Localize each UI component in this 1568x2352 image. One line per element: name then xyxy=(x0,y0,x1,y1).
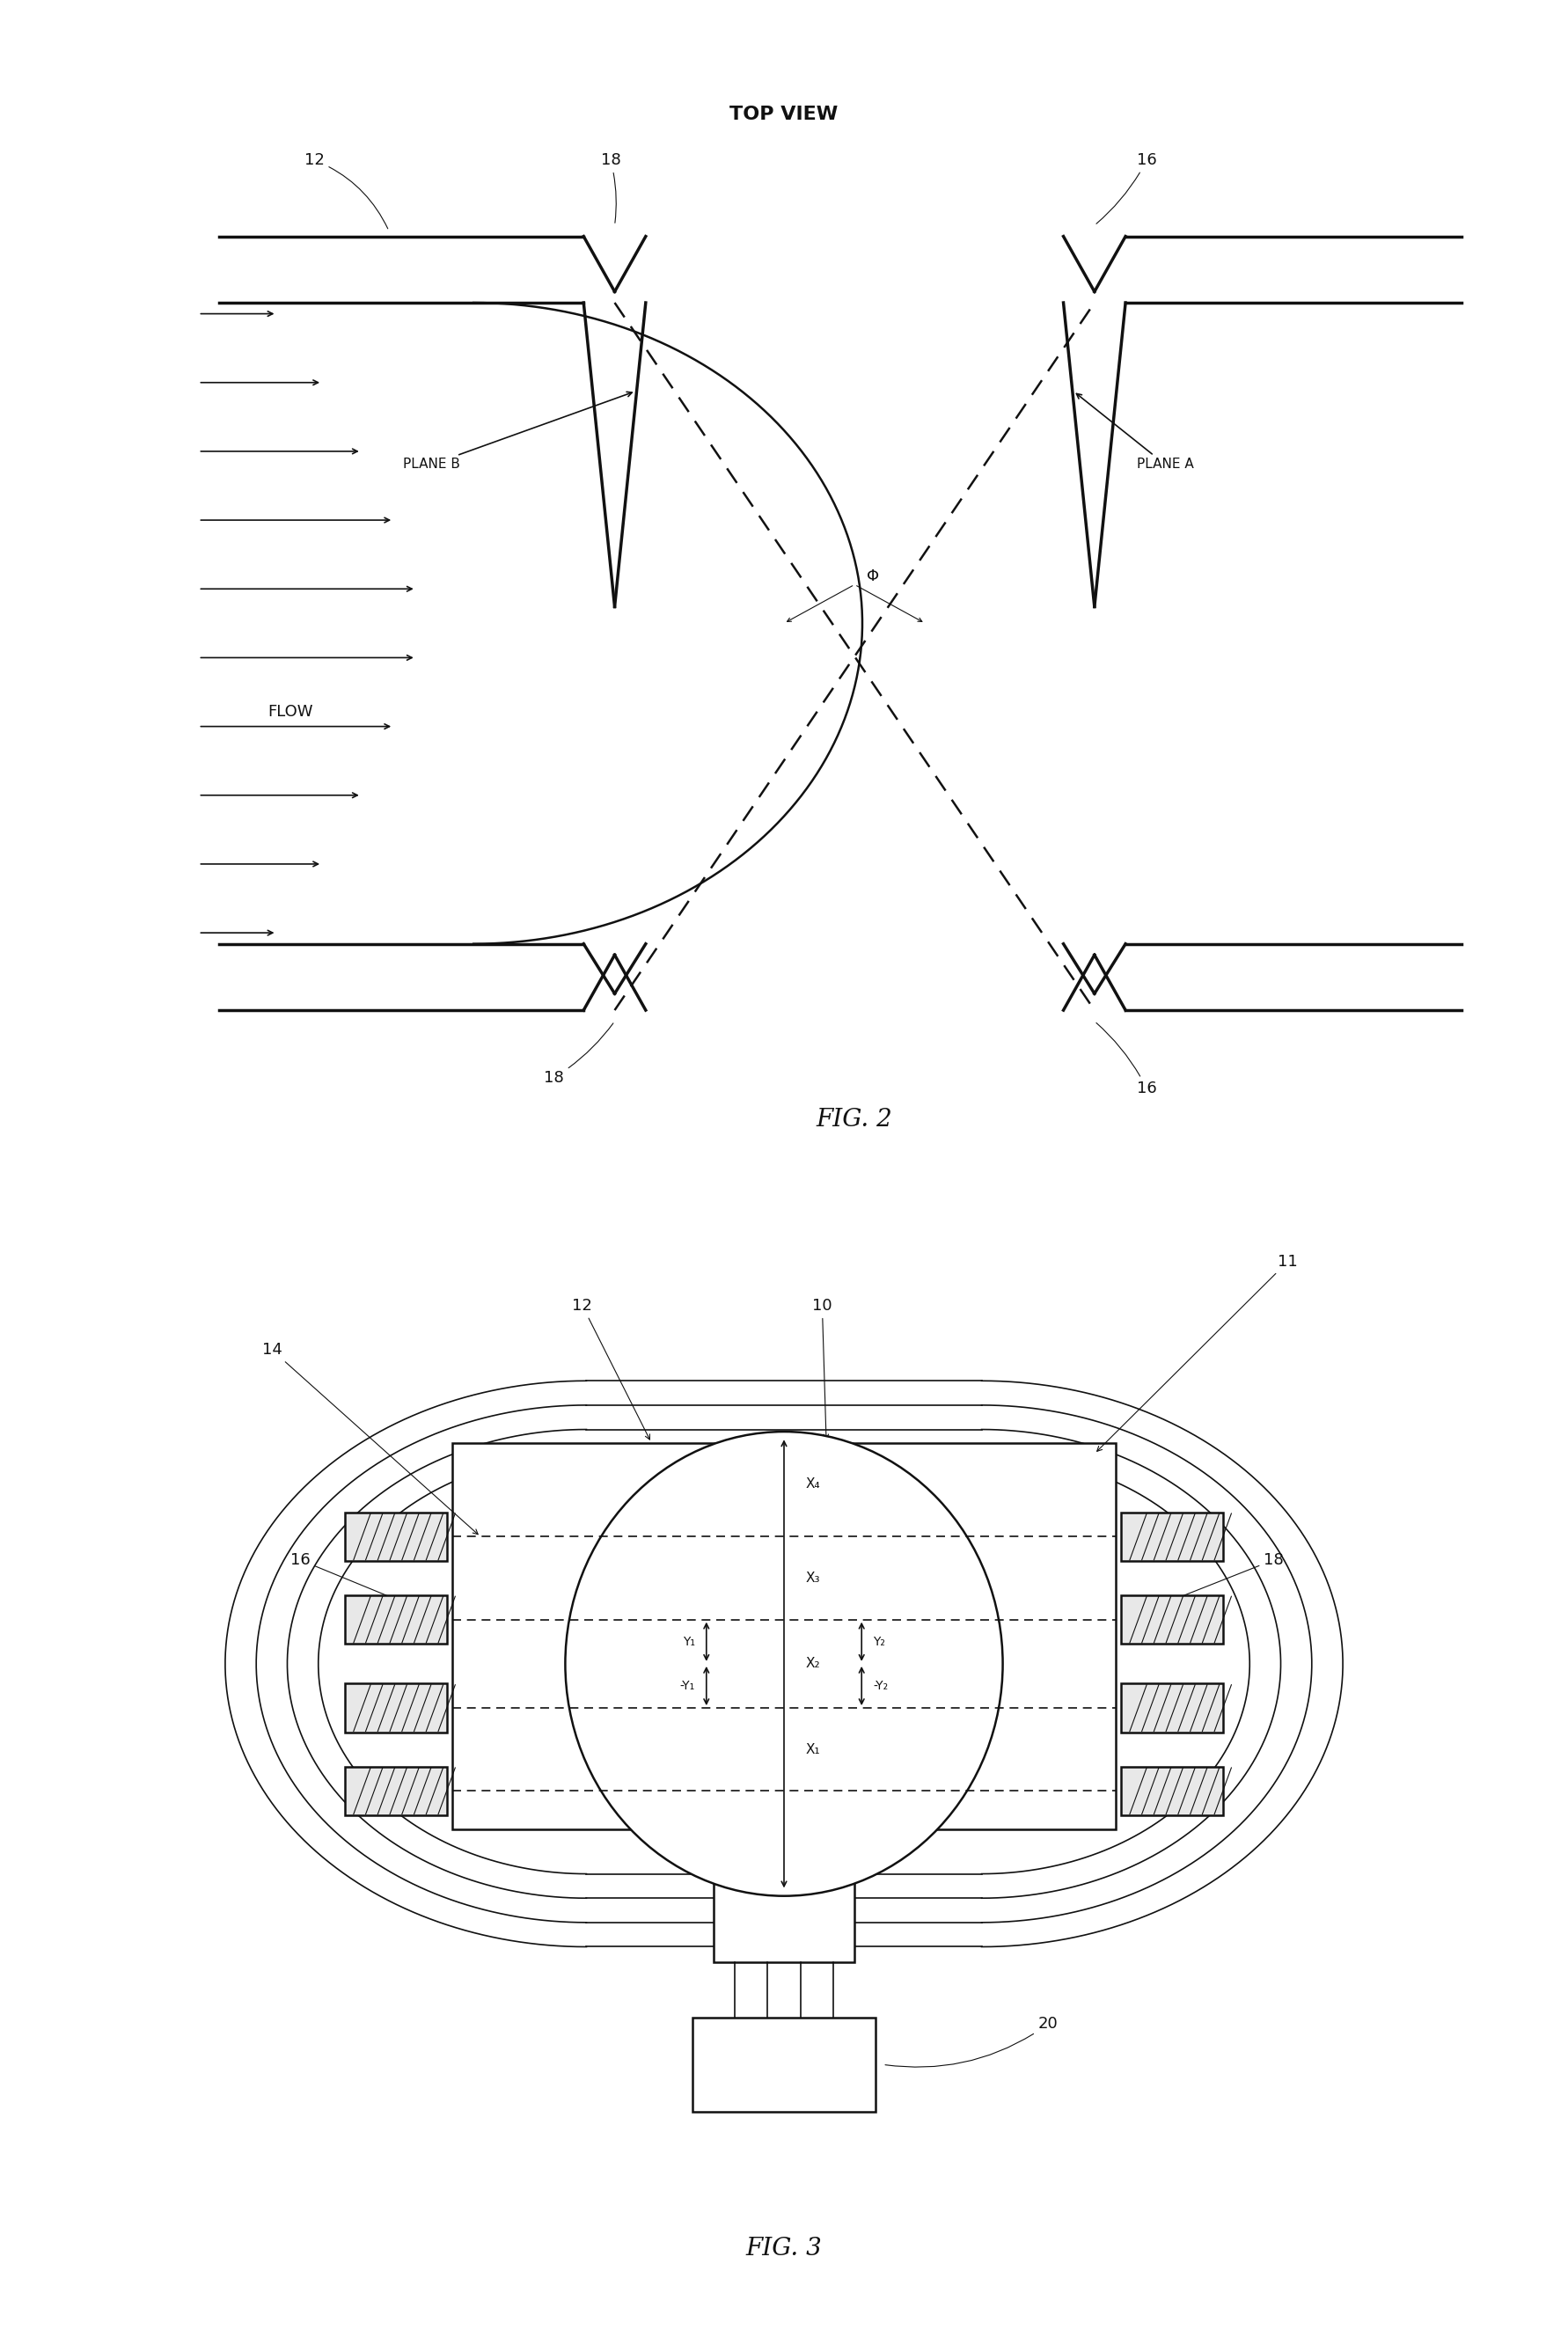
Text: FIG. 2: FIG. 2 xyxy=(817,1108,892,1131)
Text: PLANE B: PLANE B xyxy=(403,393,632,470)
Text: X₃: X₃ xyxy=(806,1571,820,1585)
Text: X₂: X₂ xyxy=(806,1658,820,1670)
Text: 10: 10 xyxy=(812,1298,833,1439)
Bar xyxy=(453,1442,1116,1830)
Text: FLOW: FLOW xyxy=(268,703,312,720)
Text: TOP VIEW: TOP VIEW xyxy=(729,106,839,125)
Text: 18: 18 xyxy=(544,1023,613,1087)
Text: 20: 20 xyxy=(886,2016,1058,2067)
Text: 16: 16 xyxy=(1096,1023,1157,1096)
Text: 16: 16 xyxy=(290,1552,442,1618)
Text: FIG. 3: FIG. 3 xyxy=(746,2237,822,2260)
Text: PLANE A: PLANE A xyxy=(1077,393,1193,470)
Bar xyxy=(345,1684,447,1733)
Text: 18: 18 xyxy=(601,153,621,223)
Text: 14: 14 xyxy=(262,1343,478,1534)
Text: 11: 11 xyxy=(1098,1254,1298,1451)
Text: 18: 18 xyxy=(1126,1552,1284,1618)
Text: Y₁: Y₁ xyxy=(682,1635,695,1649)
Bar xyxy=(713,1830,855,1962)
Bar xyxy=(345,1766,447,1816)
Text: 12: 12 xyxy=(304,153,387,228)
Ellipse shape xyxy=(566,1432,1004,1896)
Text: $\Phi$: $\Phi$ xyxy=(866,569,880,586)
Text: Y₂: Y₂ xyxy=(873,1635,884,1649)
Text: X₁: X₁ xyxy=(806,1743,820,1757)
Bar xyxy=(345,1512,447,1562)
Text: X₄: X₄ xyxy=(806,1477,820,1491)
Bar xyxy=(693,2018,877,2112)
Text: -Y₂: -Y₂ xyxy=(873,1679,887,1691)
Bar xyxy=(345,1595,447,1644)
Text: 16: 16 xyxy=(1096,153,1157,223)
Bar xyxy=(1121,1595,1223,1644)
Text: -Y₁: -Y₁ xyxy=(681,1679,695,1691)
Bar xyxy=(1121,1766,1223,1816)
Bar xyxy=(1121,1684,1223,1733)
Text: 12: 12 xyxy=(572,1298,649,1439)
Bar xyxy=(1121,1512,1223,1562)
